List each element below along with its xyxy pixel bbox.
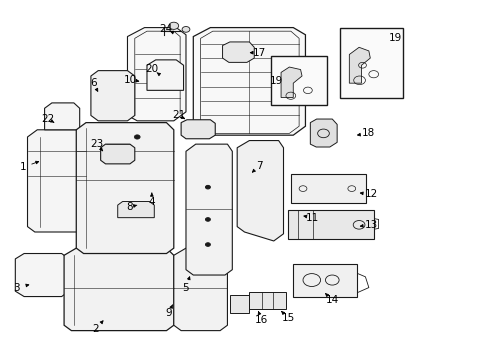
Text: 16: 16 [254,315,267,325]
Polygon shape [173,248,227,330]
Text: 24: 24 [159,24,172,35]
Polygon shape [118,202,154,218]
Circle shape [205,243,210,246]
Text: 10: 10 [123,75,136,85]
Text: 9: 9 [165,308,172,318]
Polygon shape [222,42,254,62]
Text: 6: 6 [90,78,97,88]
Text: 2: 2 [92,324,99,334]
Text: 14: 14 [325,295,338,305]
Bar [229,295,249,314]
Text: 3: 3 [14,283,20,293]
Circle shape [182,27,189,32]
Polygon shape [101,144,135,164]
Text: 17: 17 [252,48,265,58]
Polygon shape [237,140,283,241]
Circle shape [168,22,178,30]
Polygon shape [44,103,80,130]
Text: 15: 15 [281,313,294,323]
Polygon shape [91,71,135,121]
Text: 11: 11 [305,213,319,222]
Polygon shape [76,123,173,253]
Text: 19: 19 [388,33,402,43]
Polygon shape [64,248,173,330]
Circle shape [134,135,140,139]
Polygon shape [310,119,336,147]
Polygon shape [185,144,232,275]
Text: 18: 18 [362,129,375,138]
Text: 20: 20 [145,64,158,74]
Polygon shape [281,67,302,98]
Polygon shape [348,47,369,83]
Text: 23: 23 [90,139,103,149]
Bar [339,28,402,98]
Circle shape [205,185,210,189]
Bar [271,56,327,105]
Polygon shape [193,28,305,135]
Circle shape [205,218,210,221]
Text: 8: 8 [126,202,133,212]
Polygon shape [27,130,86,232]
Text: 7: 7 [255,161,262,171]
Polygon shape [181,120,215,139]
Text: 4: 4 [148,197,155,207]
Text: 12: 12 [364,189,377,199]
Text: 1: 1 [20,162,26,172]
Polygon shape [147,60,183,90]
Bar [249,292,285,309]
Bar [290,174,366,203]
Text: 21: 21 [172,111,185,121]
Text: 22: 22 [41,114,55,124]
Text: 5: 5 [183,283,189,293]
Bar [293,264,356,297]
Polygon shape [127,28,185,121]
Bar [288,211,373,239]
Polygon shape [15,253,69,297]
Text: 13: 13 [364,220,377,230]
Text: 19: 19 [269,76,282,86]
